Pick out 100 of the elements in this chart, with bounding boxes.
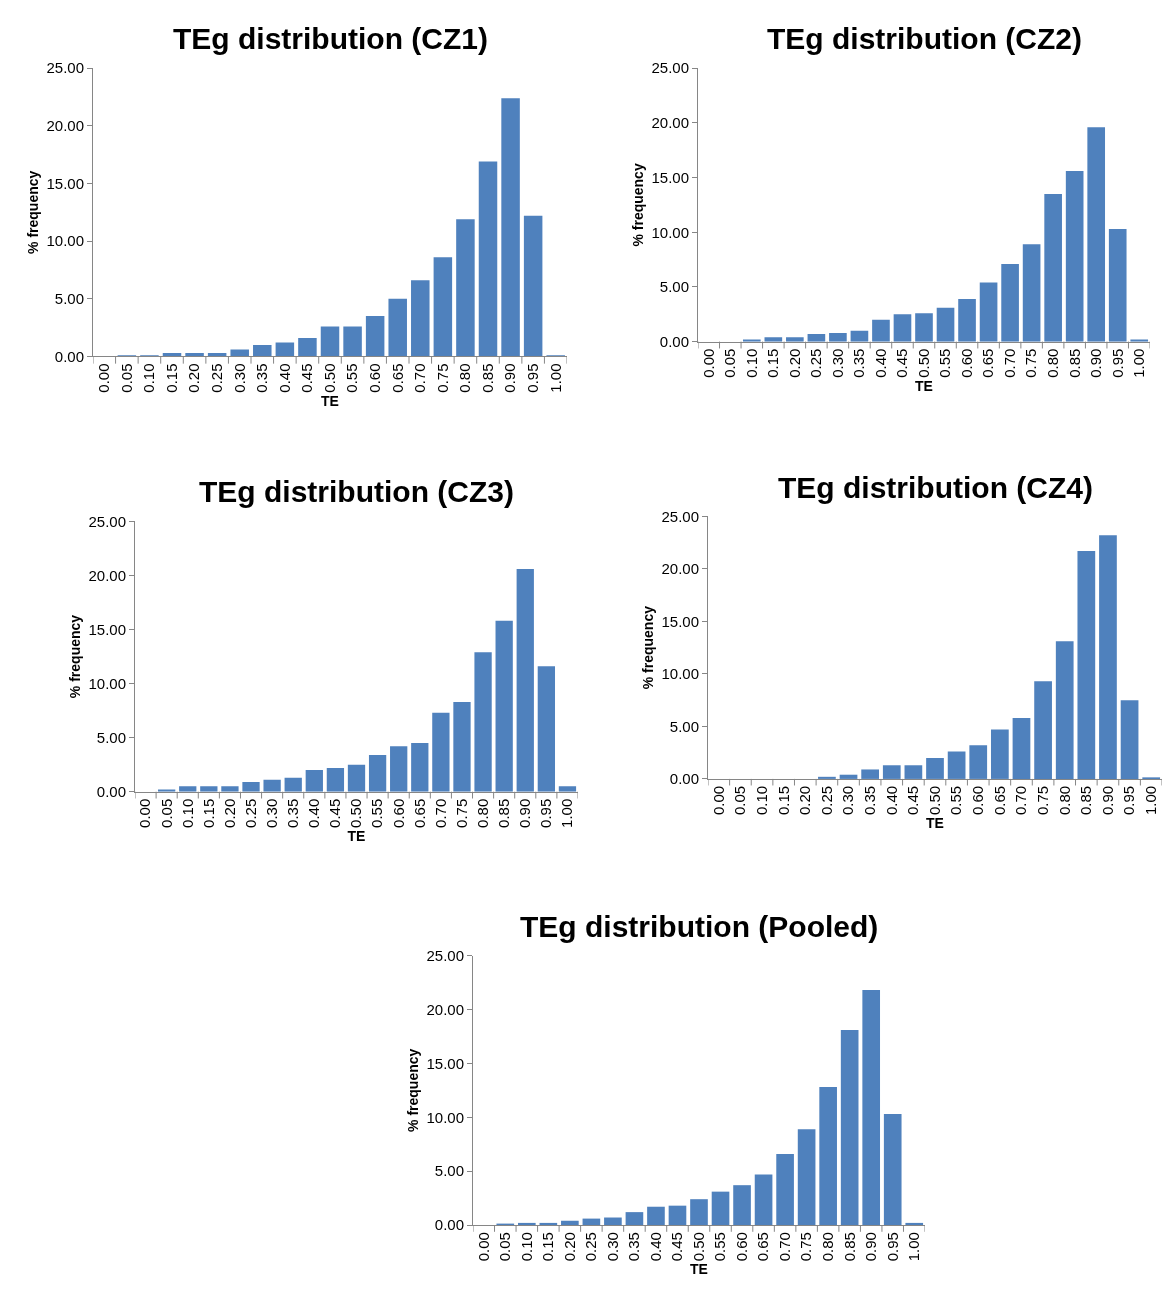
x-axis-title: TE <box>915 377 933 394</box>
x-tick-label: 0.45 <box>904 785 922 816</box>
x-tick-label: 0.00 <box>474 1232 492 1262</box>
x-axis-title: TE <box>347 827 366 844</box>
y-tick-label: 0.00 <box>434 1216 464 1234</box>
x-axis-title: TE <box>690 1261 708 1278</box>
x-axis-title: TE <box>926 815 944 832</box>
x-tick-label: 0.60 <box>957 348 975 378</box>
x-tick-label: 0.60 <box>969 785 987 816</box>
x-tick-label: 0.05 <box>496 1232 514 1262</box>
x-tick-label: 0.60 <box>732 1232 750 1262</box>
y-tick-label: 10.00 <box>46 232 84 250</box>
x-tick-label: 0.50 <box>320 363 338 393</box>
x-tick-label: 0.50 <box>689 1232 707 1262</box>
x-tick-label: 0.90 <box>862 1232 880 1262</box>
x-tick-label: 0.50 <box>347 798 365 828</box>
x-tick-label: 0.90 <box>501 363 519 393</box>
x-tick-label: 0.35 <box>253 363 271 393</box>
x-tick-label: 0.25 <box>208 363 226 393</box>
x-tick-label: 0.40 <box>275 363 293 393</box>
x-tick-label: 0.30 <box>262 798 280 828</box>
x-tick-label: 0.45 <box>893 348 911 378</box>
y-tick-label: 10.00 <box>88 674 126 692</box>
x-tick-label: 0.25 <box>241 798 259 828</box>
x-tick-label: 0.20 <box>560 1232 578 1262</box>
y-tick-label: 5.00 <box>96 728 126 746</box>
x-tick-label: 0.55 <box>368 798 386 828</box>
x-tick-label: 0.45 <box>668 1232 686 1262</box>
y-tick-label: 0.00 <box>659 332 689 350</box>
x-tick-label: 0.10 <box>742 348 760 378</box>
x-tick-label: 0.60 <box>389 798 407 828</box>
x-tick-label: 0.45 <box>326 798 344 828</box>
x-tick-label: 0.55 <box>947 785 965 816</box>
y-tick-label: 5.00 <box>669 717 699 735</box>
x-tick-label: 0.70 <box>431 798 449 828</box>
x-tick-label: 0.35 <box>625 1232 643 1262</box>
y-tick-label: 15.00 <box>46 174 84 192</box>
x-tick-label: 0.15 <box>539 1232 557 1262</box>
x-tick-label: 0.50 <box>925 785 943 816</box>
x-tick-label: 0.55 <box>343 363 361 393</box>
x-tick-label: 0.75 <box>1033 785 1051 816</box>
y-tick-label: 15.00 <box>661 612 699 630</box>
x-tick-label: 0.85 <box>495 798 513 828</box>
x-tick-label: 0.35 <box>850 348 868 378</box>
x-tick-label: 0.15 <box>199 798 217 828</box>
y-axis-title: % frequency <box>25 170 42 254</box>
y-tick-label: 25.00 <box>661 507 699 525</box>
x-tick-label: 0.85 <box>478 363 496 393</box>
x-tick-label: 0.50 <box>914 348 932 378</box>
x-tick-label: 0.25 <box>817 785 835 816</box>
x-tick-label: 0.85 <box>1077 785 1095 816</box>
y-tick-label: 20.00 <box>661 560 699 578</box>
x-tick-label: 0.65 <box>388 363 406 393</box>
x-tick-label: 0.00 <box>709 785 727 816</box>
x-tick-label: 0.10 <box>178 798 196 828</box>
x-tick-label: 0.15 <box>764 348 782 378</box>
x-tick-label: 0.35 <box>861 785 879 816</box>
x-tick-label: 0.45 <box>298 363 316 393</box>
y-tick-label: 5.00 <box>434 1162 464 1180</box>
y-axis-title: % frequency <box>640 605 657 690</box>
y-tick-label: 10.00 <box>426 1108 464 1126</box>
y-tick-label: 25.00 <box>46 59 84 77</box>
chart-title: TEg distribution (CZ1) <box>173 22 488 55</box>
x-tick-label: 0.95 <box>524 363 542 393</box>
y-tick-label: 15.00 <box>88 620 126 638</box>
y-axis-title: % frequency <box>405 1048 422 1132</box>
y-tick-label: 25.00 <box>651 59 689 77</box>
x-tick-label: 1.00 <box>558 798 576 828</box>
x-tick-label: 0.25 <box>582 1232 600 1262</box>
x-tick-label: 0.05 <box>731 785 749 816</box>
x-tick-label: 0.00 <box>136 798 154 828</box>
y-tick-label: 20.00 <box>46 117 84 135</box>
x-tick-label: 0.70 <box>775 1232 793 1262</box>
x-tick-label: 0.65 <box>979 348 997 378</box>
y-tick-label: 20.00 <box>426 1000 464 1018</box>
x-tick-label: 0.85 <box>1065 348 1083 378</box>
y-tick-label: 5.00 <box>659 278 689 296</box>
x-tick-label: 0.30 <box>828 348 846 378</box>
x-tick-label: 0.85 <box>840 1232 858 1262</box>
x-tick-label: 0.90 <box>1098 785 1116 816</box>
x-tick-label: 0.10 <box>140 363 158 393</box>
x-tick-label: 1.00 <box>1130 348 1148 378</box>
x-tick-label: 0.70 <box>411 363 429 393</box>
x-tick-label: 0.20 <box>796 785 814 816</box>
x-tick-label: 0.55 <box>711 1232 729 1262</box>
y-tick-label: 20.00 <box>88 566 126 584</box>
x-tick-label: 0.95 <box>1108 348 1126 378</box>
x-tick-label: 0.70 <box>1000 348 1018 378</box>
x-tick-label: 0.10 <box>517 1232 535 1262</box>
x-tick-label: 0.75 <box>452 798 470 828</box>
x-tick-label: 0.80 <box>1055 785 1073 816</box>
x-tick-label: 0.30 <box>230 363 248 393</box>
x-tick-label: 0.90 <box>516 798 534 828</box>
x-tick-label: 0.35 <box>284 798 302 828</box>
x-tick-label: 0.55 <box>936 348 954 378</box>
x-tick-label: 0.75 <box>433 363 451 393</box>
y-axis-title: % frequency <box>67 614 84 699</box>
x-tick-label: 0.80 <box>819 1232 837 1262</box>
x-tick-label: 0.40 <box>882 785 900 816</box>
x-tick-label: 1.00 <box>1142 785 1160 816</box>
